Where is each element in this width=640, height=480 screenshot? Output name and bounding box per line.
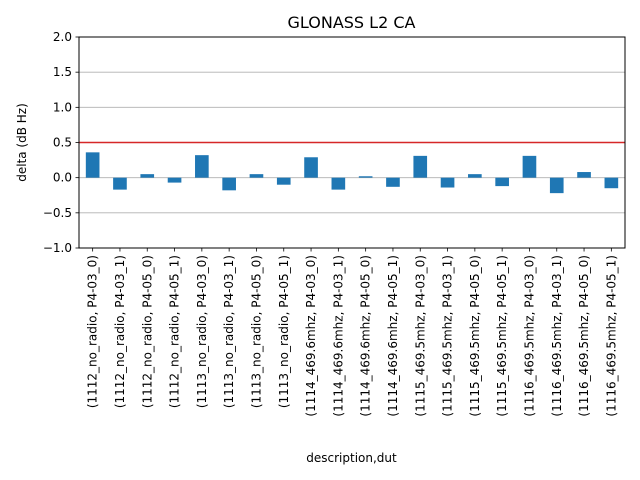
bar (249, 174, 264, 178)
bar (468, 174, 482, 178)
x-tick-label: (1115_469.5mhz, P4-05_0) (468, 255, 482, 417)
bar (577, 172, 591, 178)
bar (413, 155, 428, 178)
bar (140, 174, 155, 178)
x-tick-label: (1113_no_radio, P4-03_1) (222, 255, 236, 408)
x-tick-label: (1112_no_radio, P4-03_1) (113, 255, 127, 408)
x-tick-label: (1113_no_radio, P4-05_0) (249, 255, 263, 408)
y-tick-label: 1.0 (53, 100, 72, 114)
bars (85, 152, 619, 194)
x-tick-label: (1114_469.6mhz, P4-05_0) (359, 255, 373, 417)
bar (495, 177, 509, 187)
x-axis: (1112_no_radio, P4-03_0) (1112_no_radio, … (86, 248, 618, 417)
y-tick-label: 2.0 (53, 30, 72, 44)
x-tick-label: (1114_469.6mhz, P4-05_1) (386, 255, 400, 417)
x-tick-label: (1114_469.6mhz, P4-03_1) (331, 255, 345, 417)
bar (113, 177, 127, 190)
x-tick-label: (1112_no_radio, P4-05_0) (140, 255, 154, 408)
x-tick-label: (1112_no_radio, P4-05_1) (168, 255, 182, 408)
y-tick-label: −0.5 (43, 206, 72, 220)
bar (440, 177, 455, 188)
bar (167, 177, 182, 183)
x-tick-label: (1116_469.5mhz, P4-05_1) (604, 255, 618, 417)
x-tick-label: (1115_469.5mhz, P4-05_1) (495, 255, 509, 417)
bar (522, 155, 537, 178)
bar (331, 177, 346, 190)
x-tick-label: (1114_469.6mhz, P4-03_0) (304, 255, 318, 417)
x-tick-label: (1112_no_radio, P4-03_0) (86, 255, 100, 408)
y-axis-label: delta (dB Hz) (15, 103, 29, 182)
chart-title: GLONASS L2 CA (288, 13, 416, 32)
bar (276, 177, 291, 185)
x-tick-label: (1115_469.5mhz, P4-03_0) (413, 255, 427, 417)
x-axis-label: description,dut (306, 451, 397, 465)
y-tick-label: 1.5 (53, 65, 72, 79)
bar (222, 177, 236, 191)
x-tick-label: (1115_469.5mhz, P4-03_1) (441, 255, 455, 417)
bar (604, 177, 619, 189)
x-tick-label: (1116_469.5mhz, P4-05_0) (577, 255, 591, 417)
bar (85, 152, 100, 178)
bar (386, 177, 400, 187)
bar (195, 155, 209, 178)
x-tick-label: (1113_no_radio, P4-03_0) (195, 255, 209, 408)
x-tick-label: (1116_469.5mhz, P4-03_0) (522, 255, 536, 417)
y-tick-label: 0.0 (53, 171, 72, 185)
bar (358, 176, 373, 178)
bar (304, 157, 318, 178)
x-tick-label: (1113_no_radio, P4-05_1) (277, 255, 291, 408)
y-tick-label: −1.0 (43, 241, 72, 255)
bar (549, 177, 564, 194)
y-axis: −1.0 −0.5 0.0 0.5 1.0 1.5 2.0 (43, 30, 79, 255)
y-tick-label: 0.5 (53, 136, 72, 150)
x-tick-label: (1116_469.5mhz, P4-03_1) (550, 255, 564, 417)
